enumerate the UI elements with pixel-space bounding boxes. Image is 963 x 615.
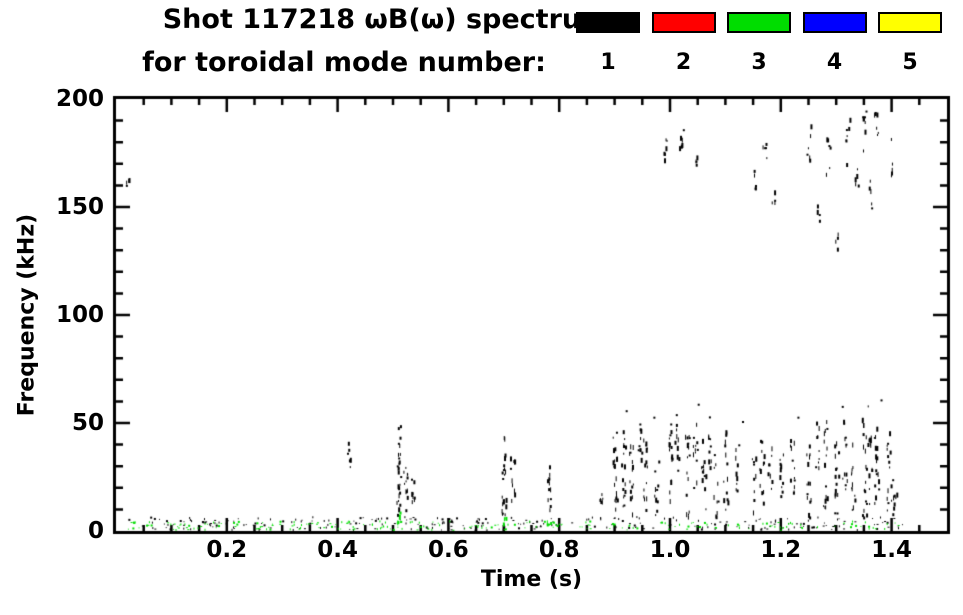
x-tick-label-0.4: 0.4 (317, 537, 358, 563)
x-tick-label-0.2: 0.2 (206, 537, 248, 563)
x-tick-label-1.2: 1.2 (760, 537, 802, 563)
y-tick-label-150: 150 (55, 194, 104, 220)
x-tick-label-1.0: 1.0 (649, 537, 691, 563)
y-tick-label-200: 200 (55, 86, 104, 112)
x-tick-label-1.4: 1.4 (871, 537, 912, 563)
y-tick-label-50: 50 (71, 410, 104, 436)
y-tick-label-100: 100 (55, 302, 104, 328)
y-tick-label-0: 0 (87, 518, 104, 544)
x-tick-label-0.8: 0.8 (538, 537, 580, 563)
x-tick-label-0.6: 0.6 (428, 537, 469, 563)
x-axis-label: Time (s) (480, 567, 583, 592)
